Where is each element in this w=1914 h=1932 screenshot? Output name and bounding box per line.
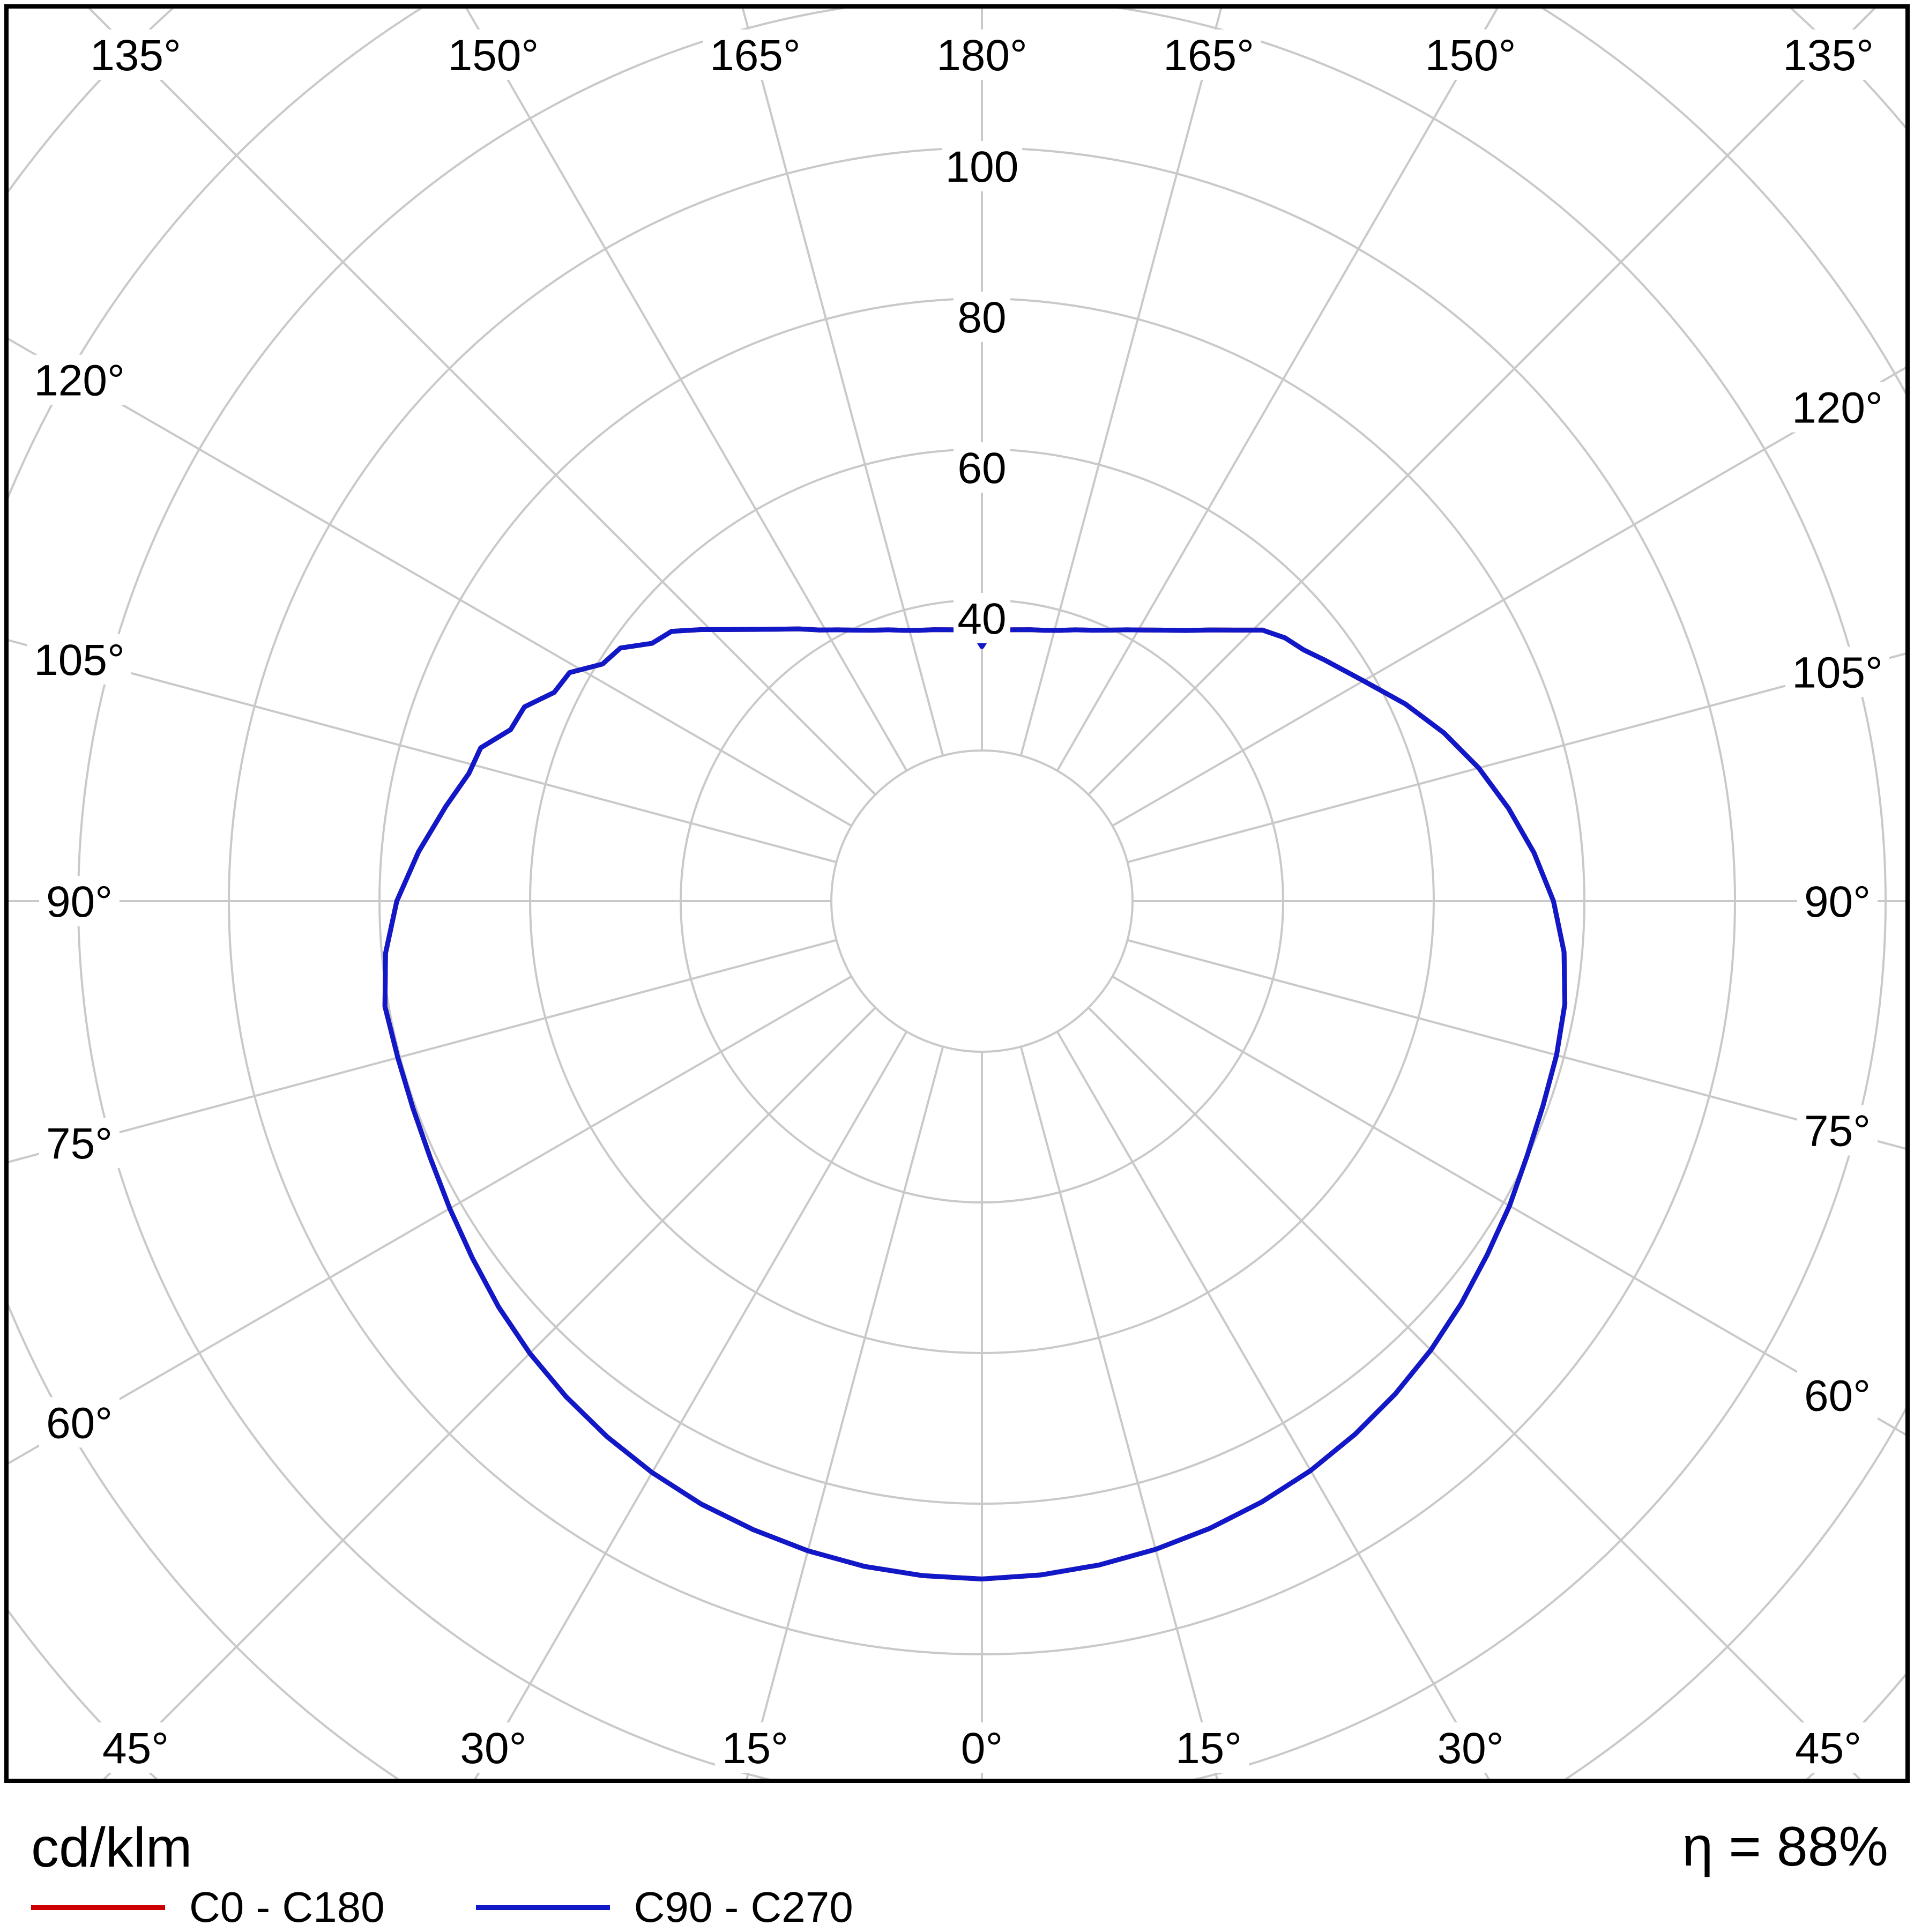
angle-gridline <box>464 6 908 771</box>
angle-gridline <box>1127 939 1908 1150</box>
angle-gridline <box>6 939 837 1164</box>
angle-label-bg <box>1797 1370 1878 1421</box>
angle-label: 165° <box>710 31 801 80</box>
angle-gridline <box>741 6 944 756</box>
radial-tick-label-bg <box>954 593 1010 643</box>
angle-label: 60° <box>46 1399 113 1447</box>
angle-label: 75° <box>1804 1107 1871 1156</box>
angle-label-bg <box>714 1722 795 1773</box>
angle-gridline <box>6 975 852 1466</box>
angle-label: 105° <box>1792 648 1883 697</box>
angle-label-bg <box>1797 1105 1878 1156</box>
angle-gridline <box>1112 975 1908 1437</box>
legend-swatch-c90-c270 <box>475 1905 610 1910</box>
angle-label: 150° <box>1425 31 1516 80</box>
angle-label-bg <box>1776 29 1880 80</box>
legend-label-c0-c180: C0 - C180 <box>189 1883 385 1931</box>
angle-label: 15° <box>722 1724 788 1773</box>
angle-label: 0° <box>961 1724 1003 1773</box>
angle-label-bg <box>84 29 188 80</box>
angle-label: 150° <box>448 31 539 80</box>
radial-gridline <box>830 749 1134 1053</box>
angle-label: 120° <box>1792 384 1883 433</box>
curve-c90-c270 <box>382 626 1568 1581</box>
radial-tick-label-bg <box>954 292 1010 342</box>
angle-label-bg <box>39 1118 120 1169</box>
radial-tick-label: 40 <box>957 595 1006 643</box>
angle-label: 165° <box>1163 31 1254 80</box>
angle-gridline <box>6 638 837 864</box>
angle-gridline <box>473 1031 908 1781</box>
angle-label: 60° <box>1804 1372 1871 1421</box>
angle-label: 45° <box>1795 1724 1861 1773</box>
polar-grid-group <box>6 6 1908 1781</box>
radial-tick-label-bg <box>954 442 1010 493</box>
angle-label: 75° <box>46 1119 113 1168</box>
legend-label-c90-c270: C90 - C270 <box>634 1883 853 1931</box>
angle-label-bg <box>1157 29 1261 80</box>
legend-swatch-c0-c180 <box>31 1905 165 1910</box>
angle-gridline <box>1019 6 1223 756</box>
angle-label-bg <box>954 1722 1010 1773</box>
angle-gridline <box>1112 365 1908 827</box>
angle-label-bg <box>1168 1722 1249 1773</box>
angle-label-bg <box>1418 29 1523 80</box>
angle-gridline <box>745 1046 944 1781</box>
radial-tick-label-bg <box>942 141 1022 191</box>
efficiency-label: η = 88% <box>1682 1816 1888 1878</box>
angle-label-bg <box>1430 1722 1511 1773</box>
angle-label-bg <box>703 29 807 80</box>
angle-label-bg <box>39 876 120 926</box>
angle-label-bg <box>930 29 1034 80</box>
angle-label: 120° <box>34 356 125 405</box>
angle-gridline <box>1127 652 1908 864</box>
radial-tick-label: 80 <box>957 293 1006 342</box>
plot-frame <box>4 4 1910 1783</box>
angle-label-bg <box>1797 876 1878 926</box>
units-label: cd/klm <box>31 1817 192 1879</box>
radial-tick-label: 100 <box>945 143 1019 191</box>
angle-label: 30° <box>1438 1724 1504 1773</box>
angle-label: 180° <box>936 31 1027 80</box>
radial-tick-label: 60 <box>957 444 1006 493</box>
angle-label: 45° <box>102 1724 169 1773</box>
polar-photometric-chart: 0° 15° 15° 30° 30° 45° 45° 60° 60° 75° 75° 90° 90° 10… <box>4 4 1910 1783</box>
angle-gridline <box>1056 6 1500 771</box>
angle-label-bg <box>1788 1722 1868 1773</box>
angle-gridline <box>101 1007 876 1781</box>
angle-gridline <box>1056 1031 1491 1781</box>
angle-label: 135° <box>1783 31 1874 80</box>
angle-label: 105° <box>34 636 125 685</box>
angle-label: 90° <box>46 878 113 926</box>
polar-plot-svg: 0° 15° 15° 30° 30° 45° 45° 60° 60° 75° 75° 90° 90° 10… <box>4 4 1910 1783</box>
angle-label-bg <box>1785 647 1889 697</box>
angle-label: 15° <box>1175 1724 1242 1773</box>
angle-label-bg <box>95 1722 176 1773</box>
angle-label: 90° <box>1804 878 1871 926</box>
angle-gridline <box>1088 1007 1863 1781</box>
angle-label-bg <box>1785 382 1889 433</box>
angle-label: 135° <box>90 31 181 80</box>
angle-label-bg <box>441 29 546 80</box>
angle-label-bg <box>27 634 131 685</box>
angle-gridline <box>6 336 852 827</box>
angle-label-bg <box>453 1722 534 1773</box>
angle-label-bg <box>39 1397 120 1448</box>
angle-label-bg <box>27 354 131 405</box>
angle-gridline <box>1019 1046 1219 1781</box>
angle-label: 30° <box>460 1724 526 1773</box>
legend: C0 - C180 C90 - C270 <box>31 1883 944 1932</box>
curve-c0-c180 <box>382 626 1568 1581</box>
